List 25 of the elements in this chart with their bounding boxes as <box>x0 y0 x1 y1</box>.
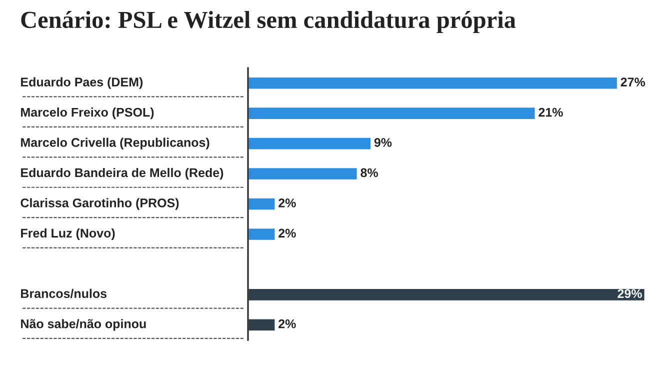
data-label: 8% <box>360 168 378 178</box>
chart-title: Cenário: PSL e Witzel sem candidatura própria <box>21 10 516 34</box>
bar <box>248 318 276 332</box>
y-tick-label: Marcelo Freixo (PSOL) <box>21 108 154 120</box>
y-tick-label: Eduardo Paes (DEM) <box>21 77 143 89</box>
bar <box>248 227 276 242</box>
y-tick-label: Clarissa Garotinho (PROS) <box>20 198 179 210</box>
data-label: 29% <box>618 289 642 298</box>
bar <box>248 76 618 90</box>
y-tick-label: Fred Luz (Novo) <box>21 228 115 240</box>
y-tick-label: Não sabe/não opinou <box>21 319 146 331</box>
bar <box>248 106 536 120</box>
bar <box>248 288 645 302</box>
y-tick-label: Brancos/nulos <box>21 288 107 298</box>
data-label: 2% <box>278 198 296 208</box>
bar <box>248 136 372 151</box>
data-label: 2% <box>278 228 296 238</box>
data-label: 21% <box>538 108 563 117</box>
bar <box>248 166 358 181</box>
y-tick-label: Eduardo Bandeira de Mello (Rede) <box>21 168 224 180</box>
data-label: 27% <box>620 78 646 86</box>
bar <box>248 196 276 212</box>
y-tick-label: Marcelo Crivella (Republicanos) <box>21 138 210 150</box>
data-label: 2% <box>278 319 296 328</box>
data-label: 9% <box>374 138 392 147</box>
